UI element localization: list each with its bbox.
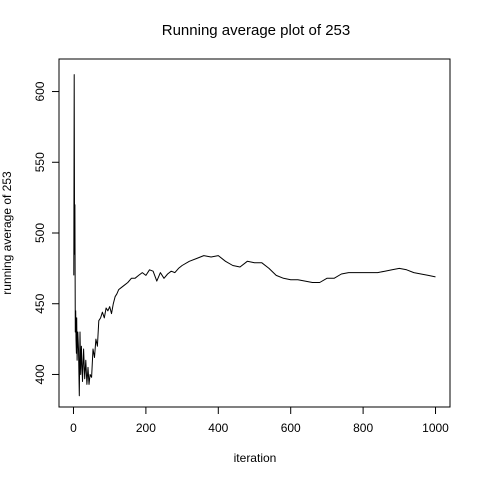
y-tick-label: 400 [33, 364, 47, 384]
y-tick-label: 600 [33, 81, 47, 101]
x-axis: 0 200 400 600 800 1000 [70, 406, 449, 435]
x-tick-label: 800 [353, 421, 373, 435]
y-axis: 400 450 500 550 600 [33, 81, 60, 384]
x-tick-label: 1000 [422, 421, 449, 435]
y-axis-label: running average of 253 [0, 171, 14, 295]
x-tick-label: 400 [208, 421, 228, 435]
x-tick-label: 200 [136, 421, 156, 435]
chart-title: Running average plot of 253 [162, 22, 350, 39]
y-tick-label: 450 [33, 293, 47, 313]
y-tick-label: 500 [33, 223, 47, 243]
series-line [73, 74, 436, 397]
plot-box [58, 58, 451, 408]
x-axis-label: iteration [234, 451, 277, 465]
y-tick-label: 550 [33, 152, 47, 172]
x-tick-label: 0 [70, 421, 77, 435]
x-tick-label: 600 [281, 421, 301, 435]
series-layer [73, 74, 436, 397]
